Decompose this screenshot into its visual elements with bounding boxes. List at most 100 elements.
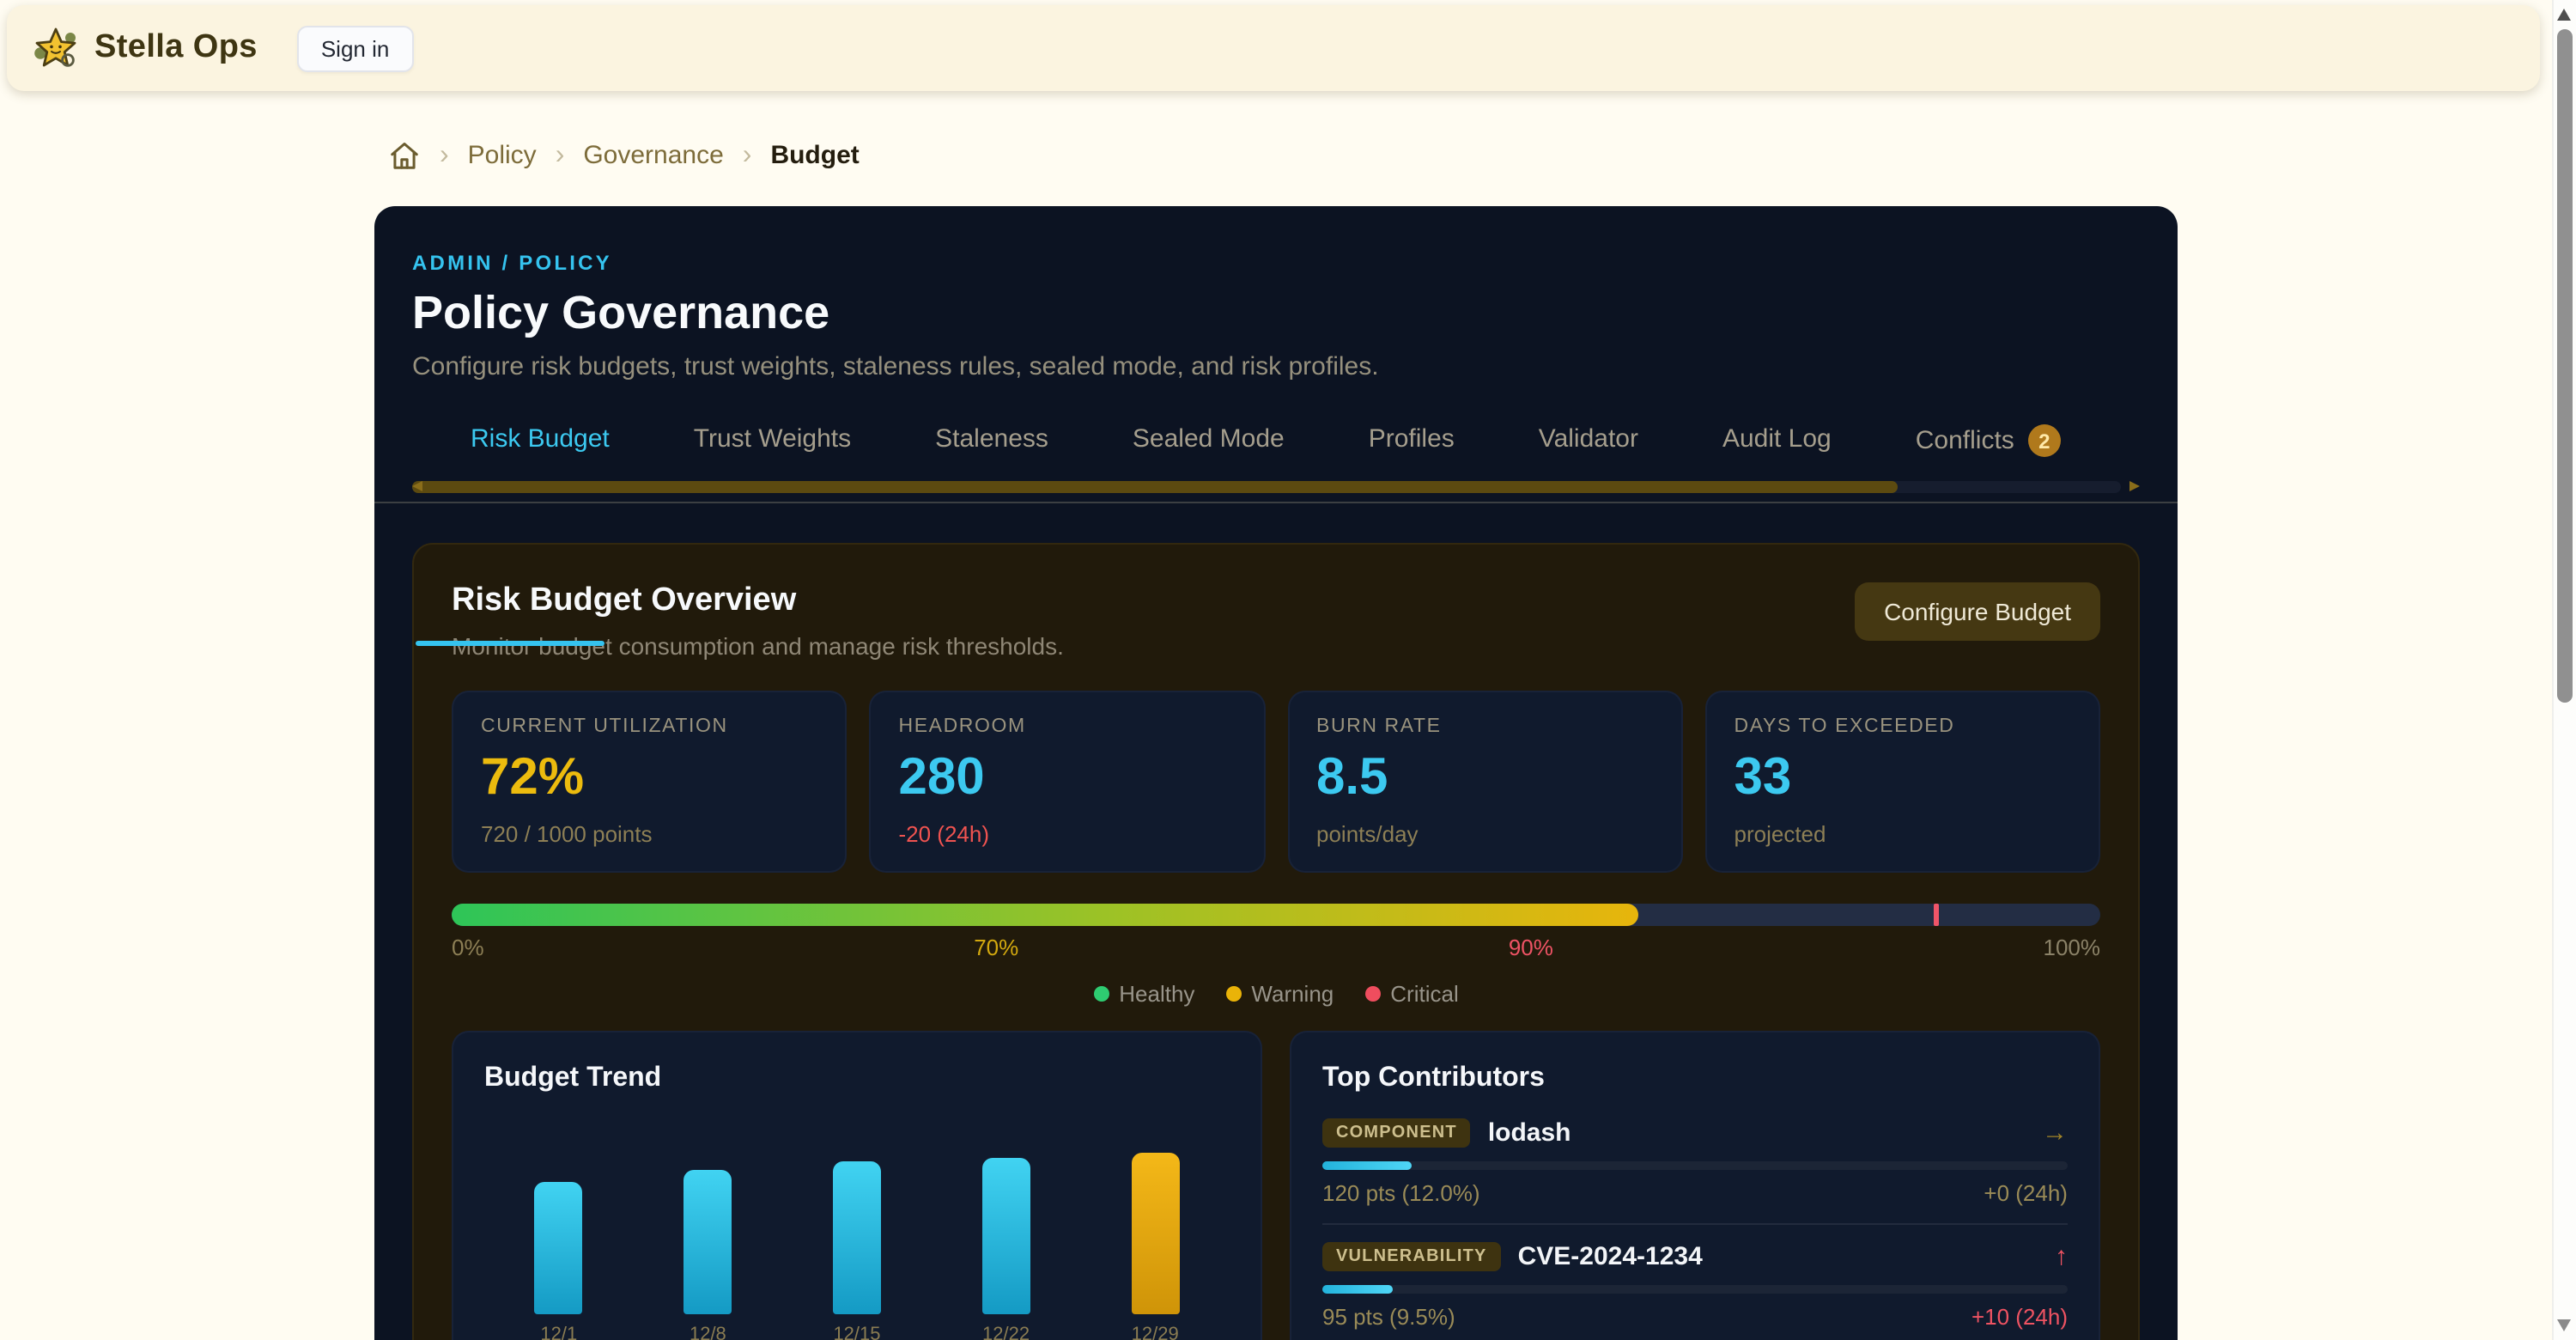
trend-x-label: 12/29 [1131, 1325, 1179, 1340]
stat-sub-text: 720 / 1000 points [481, 821, 653, 847]
tab-label: Trust Weights [693, 424, 852, 454]
page-scrollbar-thumb[interactable] [2557, 29, 2573, 703]
utilization-scale-labels: 0% 70% 90% 100% [452, 935, 2100, 960]
stat-value: 33 [1734, 749, 1792, 806]
contributor-bar-fill [1322, 1161, 1413, 1170]
trend-x-label: 12/22 [982, 1325, 1030, 1340]
critical-dot-icon [1364, 986, 1381, 1002]
breadcrumb-link-policy[interactable]: Policy [467, 141, 537, 170]
utilization-bar-section: 0% 70% 90% 100% Healthy Warning Critical [452, 904, 2100, 1007]
status-legend: Healthy Warning Critical [452, 981, 2100, 1007]
configure-budget-button[interactable]: Configure Budget [1855, 582, 2100, 641]
tab-trust-weights[interactable]: Trust Weights [694, 424, 851, 454]
contributor-name: lodash [1487, 1118, 1571, 1148]
stat-label: BURN RATE [1316, 716, 1442, 737]
legend-label: Healthy [1119, 981, 1195, 1007]
budget-trend-card: Budget Trend 12/1 12/8 12/15 12/22 12/29 [452, 1031, 1262, 1340]
contributor-bar-track [1322, 1161, 2068, 1170]
chevron-right-icon: › [555, 140, 565, 169]
tab-staleness[interactable]: Staleness [935, 424, 1048, 454]
stats-grid: CURRENT UTILIZATION 72% 720 / 1000 points H… [452, 691, 2100, 873]
policy-governance-panel: ADMIN / POLICY Policy Governance Configu… [374, 206, 2178, 1340]
contributor-row[interactable]: VULNERABILITY CVE-2024-1234 ↑ 95 pts (9.5%)… [1322, 1223, 2068, 1340]
contributor-delta: +0 (24h) [1984, 1180, 2068, 1206]
stat-card: CURRENT UTILIZATION 72% 720 / 1000 points [452, 691, 848, 873]
stat-value: 280 [898, 749, 985, 806]
scroll-down-arrow-icon[interactable] [2557, 1319, 2571, 1331]
legend-item-warning: Warning [1225, 981, 1334, 1007]
contributor-type-badge: COMPONENT [1322, 1118, 1471, 1148]
top-contributors-title: Top Contributors [1322, 1063, 1545, 1093]
budget-trend-x-labels: 12/1 12/8 12/15 12/22 12/29 [484, 1325, 1230, 1340]
breadcrumb-current: Budget [770, 141, 860, 170]
contributor-points: 120 pts (12.0%) [1322, 1180, 1480, 1206]
tab-label: Audit Log [1722, 424, 1832, 454]
chevron-right-icon: › [440, 140, 449, 169]
stat-sub-text: projected [1734, 821, 1826, 847]
sign-in-button[interactable]: Sign in [296, 25, 414, 71]
contributor-row[interactable]: COMPONENT lodash → 120 pts (12.0%) +0 (24h) [1322, 1101, 2068, 1223]
stat-card: BURN RATE 8.5 points/day [1287, 691, 1683, 873]
trend-x-label: 12/1 [540, 1325, 578, 1340]
card-subtitle: Monitor budget consumption and manage ri… [452, 632, 1064, 660]
scroll-up-arrow-icon[interactable] [2557, 9, 2571, 21]
page-subtitle: Configure risk budgets, trust weights, s… [412, 352, 1379, 381]
top-contributors-card: Top Contributors COMPONENT lodash → 120 pts… [1290, 1031, 2100, 1340]
tab-bar: Risk Budget Trust Weights Staleness Sealed … [412, 424, 2140, 464]
healthy-dot-icon [1093, 986, 1109, 1002]
contributor-type-badge: VULNERABILITY [1322, 1242, 1501, 1271]
tab-conflicts[interactable]: Conflicts 2 [1916, 424, 2061, 457]
contributor-header: COMPONENT lodash → [1322, 1118, 2068, 1148]
contributor-meta: 95 pts (9.5%) +10 (24h) [1322, 1304, 2068, 1330]
stat-value: 8.5 [1316, 749, 1388, 806]
tab-risk-budget[interactable]: Risk Budget [471, 424, 610, 454]
breadcrumb: › Policy › Governance › Budget [388, 139, 860, 172]
trend-bar [534, 1182, 583, 1314]
stat-label: DAYS TO EXCEEDED [1734, 716, 1955, 737]
tab-profiles[interactable]: Profiles [1369, 424, 1455, 454]
tab-validator[interactable]: Validator [1539, 424, 1638, 454]
critical-threshold-marker [1933, 904, 1938, 926]
section-eyebrow: ADMIN / POLICY [412, 251, 612, 275]
tabs-horizontal-scrollbar[interactable] [412, 481, 2140, 493]
trend-bar-column [787, 1161, 928, 1314]
arrow-right-icon[interactable]: → [2042, 1118, 2068, 1148]
tabs-divider [374, 502, 2178, 503]
scale-label: 0% [452, 935, 484, 960]
scroll-left-arrow-icon[interactable] [412, 481, 422, 491]
page-scrollbar[interactable] [2552, 0, 2576, 1340]
top-bar: Stella Ops Sign in [7, 5, 2540, 91]
stat-sub-text: points/day [1316, 821, 1419, 847]
contributor-bar-track [1322, 1285, 2068, 1294]
tab-audit-log[interactable]: Audit Log [1722, 424, 1832, 454]
stat-label: HEADROOM [898, 716, 1026, 737]
trend-bar [981, 1158, 1030, 1314]
trend-up-icon[interactable]: ↑ [2055, 1242, 2068, 1271]
tab-label: Sealed Mode [1132, 424, 1285, 454]
contributor-bar-fill [1322, 1285, 1394, 1294]
tab-label: Validator [1538, 424, 1638, 454]
home-icon[interactable] [388, 139, 421, 172]
breadcrumb-link-governance[interactable]: Governance [583, 141, 724, 170]
conflicts-count-badge: 2 [2027, 424, 2061, 457]
budget-trend-title: Budget Trend [484, 1063, 662, 1093]
trend-x-label: 12/15 [833, 1325, 881, 1340]
contributor-name: CVE-2024-1234 [1517, 1242, 1703, 1271]
legend-label: Critical [1390, 981, 1459, 1007]
scale-label: 70% [974, 935, 1019, 960]
scroll-right-arrow-icon[interactable] [2129, 481, 2140, 491]
scale-label: 90% [1508, 935, 1553, 960]
contributor-header: VULNERABILITY CVE-2024-1234 ↑ [1322, 1242, 2068, 1271]
tab-label: Conflicts [1915, 426, 2014, 455]
scrollbar-thumb[interactable] [412, 481, 1899, 493]
trend-bar-column [1084, 1153, 1226, 1314]
tab-sealed-mode[interactable]: Sealed Mode [1133, 424, 1285, 454]
tab-label: Profiles [1368, 424, 1455, 454]
utilization-bar-track [452, 904, 2100, 926]
legend-item-critical: Critical [1364, 981, 1459, 1007]
contributor-meta: 120 pts (12.0%) +0 (24h) [1322, 1180, 2068, 1206]
warning-dot-icon [1225, 986, 1242, 1002]
stat-label: CURRENT UTILIZATION [481, 716, 728, 737]
legend-item-healthy: Healthy [1093, 981, 1194, 1007]
